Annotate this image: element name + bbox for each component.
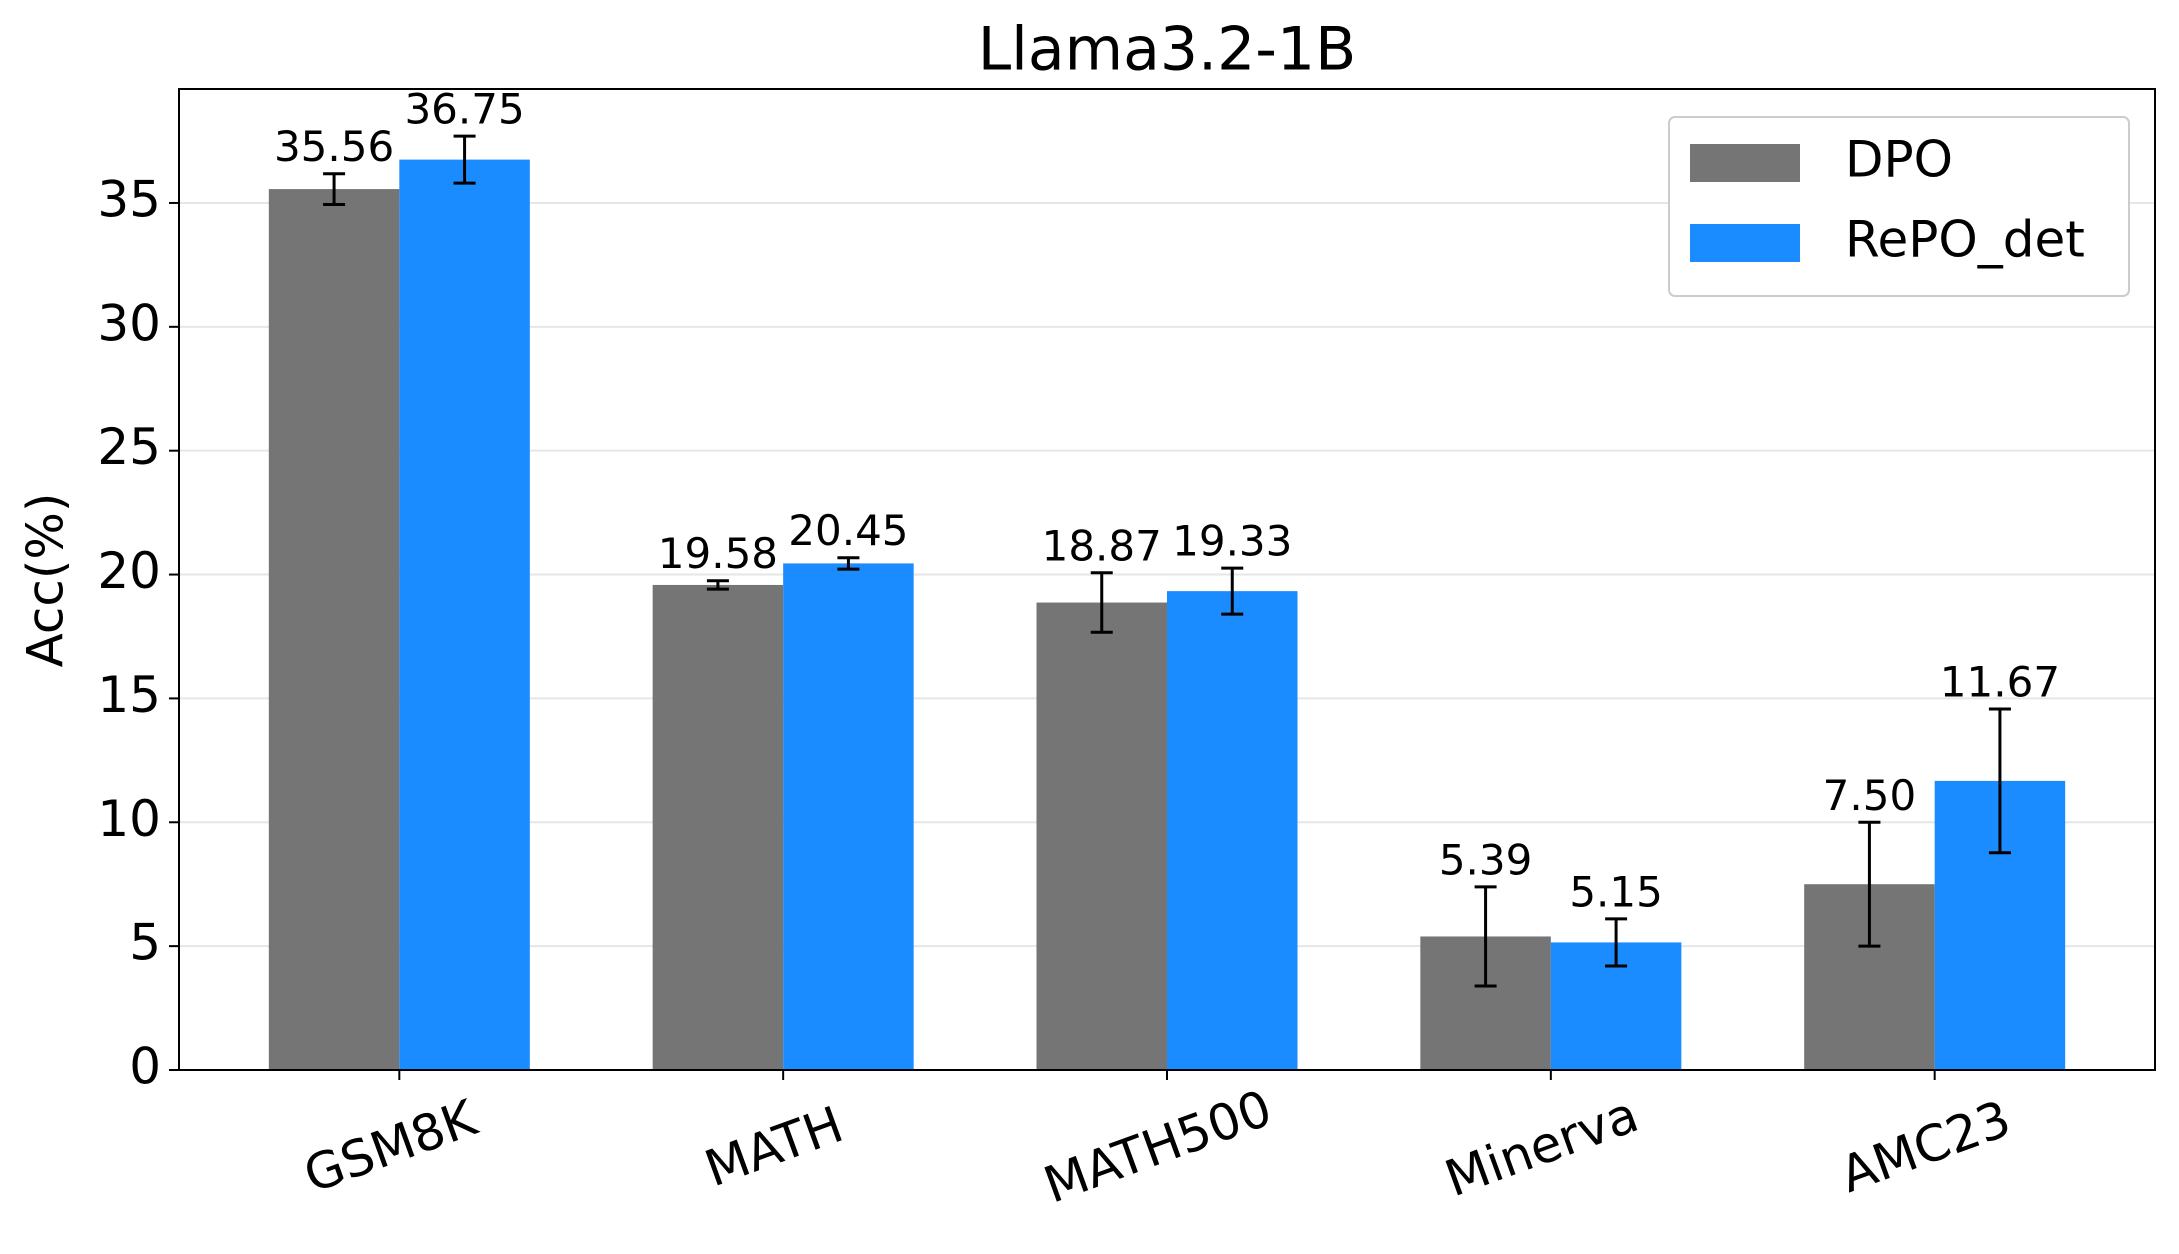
error-bar: [1605, 917, 1628, 968]
error-bar: [453, 134, 476, 185]
error-bar: [1221, 566, 1244, 616]
data-label: 35.56: [274, 122, 394, 171]
legend-label: DPO: [1845, 131, 1953, 189]
bar: [652, 584, 784, 1070]
data-label: 11.67: [1940, 658, 2060, 707]
chart-title: Llama3.2-1B: [978, 15, 1357, 85]
y-tick-label: 5: [129, 914, 161, 972]
bar: [268, 189, 400, 1071]
error-bar: [837, 556, 860, 571]
error-bar: [1474, 885, 1497, 988]
y-tick-label: 15: [97, 666, 161, 724]
bar: [1167, 591, 1298, 1070]
data-label: 19.33: [1172, 517, 1292, 566]
y-tick-label: 25: [97, 418, 161, 476]
bar: [1036, 602, 1167, 1070]
data-label: 5.39: [1439, 835, 1533, 884]
error-bar: [706, 579, 729, 591]
data-label: 20.45: [788, 506, 908, 555]
error-bar: [1090, 571, 1113, 634]
bar: [783, 563, 914, 1070]
y-tick-label: 10: [97, 790, 161, 848]
data-label: 5.15: [1569, 867, 1663, 916]
error-bar: [1858, 820, 1881, 948]
bar: [399, 159, 530, 1070]
data-label: 36.75: [404, 85, 524, 134]
data-label: 19.58: [658, 529, 778, 578]
legend-label: RePO_det: [1845, 211, 2085, 269]
y-tick-label: 0: [129, 1038, 161, 1096]
data-label: 7.50: [1823, 771, 1917, 820]
y-tick-label: 35: [97, 170, 161, 228]
error-bar: [1988, 707, 2011, 855]
data-label: 18.87: [1042, 521, 1162, 570]
legend-swatch: [1690, 224, 1800, 262]
legend-swatch: [1690, 144, 1800, 182]
y-tick-label: 20: [97, 542, 161, 600]
error-bar: [323, 172, 346, 206]
y-axis-label: Acc(%): [17, 493, 75, 668]
plot-frame: [178, 88, 2156, 1071]
y-tick-label: 30: [97, 294, 161, 352]
